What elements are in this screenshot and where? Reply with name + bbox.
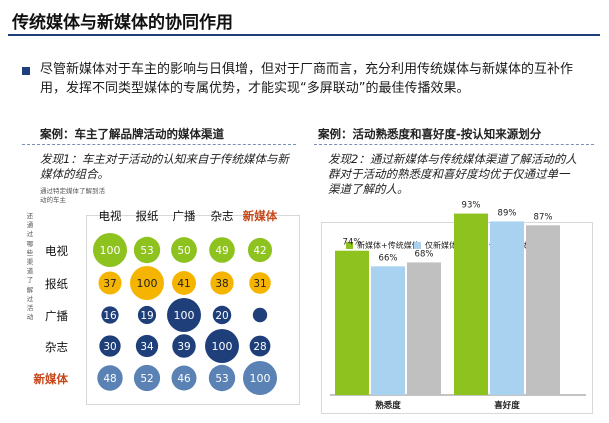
heatmap-bubble bbox=[93, 233, 127, 267]
bar bbox=[526, 225, 560, 395]
heatmap-value-label: 28 bbox=[253, 341, 266, 353]
heatmap-value-label: 34 bbox=[140, 341, 154, 353]
heatmap-value-label: 46 bbox=[177, 373, 191, 385]
heatmap-value-label: 100 bbox=[174, 309, 195, 322]
heatmap-bubble bbox=[249, 272, 271, 294]
heatmap-value-label: 31 bbox=[253, 278, 266, 290]
bullet-square-icon bbox=[22, 67, 30, 75]
heatmap-bubble bbox=[135, 334, 159, 358]
bar-value-label: 68% bbox=[415, 249, 434, 259]
bar bbox=[407, 262, 441, 395]
heatmap-bubble bbox=[130, 266, 164, 300]
heatmap-value-label: 41 bbox=[177, 278, 190, 290]
bar bbox=[335, 250, 369, 395]
heatmap-bubble bbox=[133, 236, 161, 264]
heatmap-row-label: 新媒体 bbox=[33, 372, 69, 386]
heatmap-column-label: 报纸 bbox=[135, 209, 159, 223]
heatmap-column-label: 电视 bbox=[98, 209, 122, 223]
bar-value-label: 66% bbox=[379, 253, 398, 263]
heatmap-bubble bbox=[133, 364, 161, 392]
left-finding-text: 发现1：车主对于活动的认知来自于传统媒体与新媒体的组合。 bbox=[40, 152, 289, 181]
category-label: 熟悉度 bbox=[375, 400, 401, 411]
legend-swatch bbox=[346, 242, 353, 249]
heatmap-bubble bbox=[208, 364, 236, 392]
right-case-heading: 案例：活动熟悉度和喜好度-按认知来源划分 bbox=[318, 127, 542, 141]
heatmap-bubble bbox=[172, 334, 196, 358]
bar-value-label: 87% bbox=[534, 212, 553, 222]
legend-swatch bbox=[414, 242, 421, 249]
heatmap-value-label: 16 bbox=[103, 310, 117, 322]
left-case-heading: 案例：车主了解品牌活动的媒体渠道 bbox=[40, 127, 224, 141]
bar bbox=[454, 213, 488, 395]
heatmap-bubble bbox=[172, 271, 196, 295]
heatmap-column-label: 广播 bbox=[172, 209, 196, 223]
bar-value-label: 89% bbox=[498, 208, 517, 218]
heatmap-value-label: 49 bbox=[215, 245, 228, 257]
heatmap-bubble bbox=[252, 307, 268, 323]
heatmap-bubble bbox=[171, 237, 197, 263]
legend-item: 新媒体+传统媒体 bbox=[346, 240, 420, 251]
heatmap-bubble bbox=[209, 237, 235, 263]
heatmap-bubble bbox=[210, 271, 234, 295]
heatmap-value-label: 100 bbox=[137, 277, 158, 290]
legend-label: 仅新媒体 bbox=[425, 241, 457, 250]
heatmap-value-label: 52 bbox=[140, 373, 153, 385]
heatmap-row-label: 电视 bbox=[45, 244, 68, 258]
legend-item: 仅新媒体 bbox=[414, 240, 457, 251]
heatmap-bubble bbox=[171, 365, 197, 391]
heatmap-row-label: 广播 bbox=[45, 309, 68, 323]
heatmap-value-label: 100 bbox=[212, 340, 233, 353]
bar-value-label: 74% bbox=[343, 238, 362, 248]
heatmap-value-label: 42 bbox=[253, 245, 266, 257]
heatmap-column-label: 杂志 bbox=[210, 209, 234, 223]
heatmap-value-label: 39 bbox=[177, 341, 190, 353]
heatmap-bubble bbox=[97, 365, 123, 391]
heatmap-value-label: 53 bbox=[215, 373, 228, 385]
legend-label: 新媒体+传统媒体 bbox=[357, 241, 420, 250]
heatmap-value-label: 19 bbox=[140, 310, 153, 322]
heatmap-row-label: 报纸 bbox=[45, 277, 68, 291]
heatmap-frame bbox=[86, 215, 300, 405]
heatmap-value-label: 30 bbox=[103, 341, 116, 353]
heatmap-value-label: 48 bbox=[103, 373, 116, 385]
heatmap-value-label: 38 bbox=[215, 278, 228, 290]
left-axis-note: 通过特定媒体了解到活动的车主 bbox=[40, 187, 105, 204]
intro-text: 尽管新媒体对于车主的影响与日俱增，但对于厂商而言，充分利用传统媒体与新媒体的互补… bbox=[40, 62, 574, 96]
heatmap-column-label: 新媒体 bbox=[242, 209, 278, 223]
heatmap-value-label: 37 bbox=[103, 278, 116, 290]
page-title: 传统媒体与新媒体的协同作用 bbox=[12, 13, 233, 33]
heatmap-row-label: 杂志 bbox=[45, 340, 68, 354]
heatmap-bubble bbox=[98, 271, 122, 295]
left-heading-divider bbox=[22, 144, 296, 146]
bar bbox=[371, 266, 405, 395]
heatmap-value-label: 20 bbox=[215, 310, 228, 322]
heatmap-bubble bbox=[212, 305, 232, 325]
heatmap-bubble bbox=[249, 335, 271, 357]
bar-value-label: 93% bbox=[462, 201, 481, 211]
heatmap-bubble bbox=[167, 298, 201, 332]
right-heading-divider bbox=[314, 144, 594, 146]
heatmap-bubble bbox=[137, 305, 157, 325]
heatmap-bubble bbox=[243, 361, 277, 395]
bar bbox=[490, 221, 524, 395]
category-label: 喜好度 bbox=[494, 400, 520, 411]
heatmap-bubble bbox=[205, 329, 239, 363]
title-divider bbox=[8, 34, 600, 36]
right-finding-text: 发现2：通过新媒体与传统媒体渠道了解活动的人群对于活动的熟悉度和喜好度均优于仅通… bbox=[328, 152, 577, 196]
heatmap-value-label: 50 bbox=[177, 245, 190, 257]
heatmap-bubble bbox=[101, 306, 119, 324]
left-vertical-note: 还通过哪些渠道了解过活动 bbox=[26, 212, 34, 322]
heatmap-bubble bbox=[99, 335, 121, 357]
heatmap-value-label: 100 bbox=[250, 372, 271, 385]
heatmap-bubble bbox=[247, 237, 273, 263]
heatmap-value-label: 53 bbox=[140, 245, 153, 257]
heatmap-value-label: 100 bbox=[100, 244, 121, 257]
